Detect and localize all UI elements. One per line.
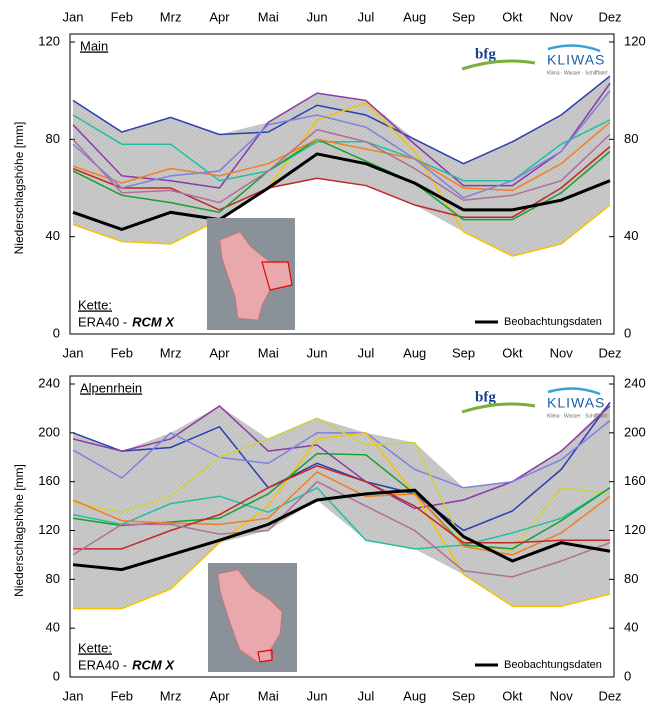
- x-tick-label: Nov: [550, 345, 574, 360]
- annotation: Kette:: [78, 640, 112, 655]
- annotation-model: RCM X: [132, 657, 175, 672]
- x-tick-label: Dez: [598, 345, 621, 360]
- x-tick-label: Jul: [358, 9, 375, 24]
- y-tick-label-right: 80: [624, 571, 638, 586]
- x-tick-label: Feb: [111, 688, 133, 703]
- x-tick-label: Jul: [358, 688, 375, 703]
- x-tick-label: Sep: [452, 9, 475, 24]
- logo-bfg: bfg: [475, 46, 496, 62]
- x-tick-label: Dez: [598, 688, 621, 703]
- y-tick-label: 120: [38, 522, 60, 537]
- x-tick-label: Apr: [209, 688, 230, 703]
- y-tick-label-right: 120: [624, 33, 646, 48]
- y-tick-label: 160: [38, 473, 60, 488]
- x-tick-label: Feb: [111, 345, 133, 360]
- annotation: ERA40 -: [78, 657, 127, 672]
- x-tick-label: Mai: [258, 688, 279, 703]
- panel: [70, 34, 614, 334]
- x-tick-label: Jun: [307, 9, 328, 24]
- x-tick-label: Mrz: [160, 9, 182, 24]
- x-tick-label: Jan: [63, 9, 84, 24]
- panel-title: Main: [80, 38, 108, 53]
- x-tick-label: Jan: [63, 688, 84, 703]
- annotation: ERA40 -: [78, 314, 127, 329]
- y-tick-label: 240: [38, 375, 60, 390]
- x-tick-label: Nov: [550, 9, 574, 24]
- legend-label: Beobachtungsdaten: [504, 659, 602, 671]
- annotation: Kette:: [78, 297, 112, 312]
- y-tick-label-right: 240: [624, 375, 646, 390]
- y-tick-label: 80: [46, 131, 60, 146]
- legend-label: Beobachtungsdaten: [504, 316, 602, 328]
- x-tick-label: Feb: [111, 9, 133, 24]
- map-inset: [207, 218, 295, 330]
- x-tick-label: Mrz: [160, 345, 182, 360]
- x-tick-label: Sep: [452, 688, 475, 703]
- x-tick-label: Apr: [209, 345, 230, 360]
- x-tick-label: Nov: [550, 688, 574, 703]
- y-axis-label: Niederschlagshöhe [mm]: [12, 464, 26, 597]
- y-tick-label-right: 160: [624, 473, 646, 488]
- x-tick-label: Mai: [258, 345, 279, 360]
- x-tick-label: Aug: [403, 9, 426, 24]
- map-inset: [208, 563, 297, 672]
- y-tick-label-right: 0: [624, 668, 631, 683]
- logo-subtitle: Klima · Wasser · Schifffahrt: [547, 70, 608, 76]
- x-tick-label: Apr: [209, 9, 230, 24]
- x-tick-label: Okt: [502, 9, 523, 24]
- y-tick-label: 0: [53, 325, 60, 340]
- y-tick-label-right: 40: [624, 228, 638, 243]
- panel-title: Alpenrhein: [80, 380, 142, 395]
- logo-bfg: bfg: [475, 389, 496, 405]
- x-tick-label: Okt: [502, 688, 523, 703]
- x-tick-label: Sep: [452, 345, 475, 360]
- y-tick-label-right: 120: [624, 522, 646, 537]
- x-tick-label: Mai: [258, 9, 279, 24]
- x-tick-label: Mrz: [160, 688, 182, 703]
- x-tick-label: Aug: [403, 345, 426, 360]
- y-tick-label: 40: [46, 620, 60, 635]
- logo-kliwas: KLIWAS: [547, 52, 605, 68]
- x-tick-label: Aug: [403, 688, 426, 703]
- annotation-model: RCM X: [132, 314, 175, 329]
- y-tick-label: 200: [38, 424, 60, 439]
- logo-kliwas: KLIWAS: [547, 395, 605, 411]
- y-tick-label: 80: [46, 571, 60, 586]
- y-axis-label: Niederschlagshöhe [mm]: [12, 122, 26, 255]
- figure: 0040408080120120JanJanFebFebMrzMrzAprApr…: [0, 0, 669, 707]
- y-tick-label-right: 40: [624, 620, 638, 635]
- y-tick-label: 40: [46, 228, 60, 243]
- x-tick-label: Jun: [307, 688, 328, 703]
- x-tick-label: Jul: [358, 345, 375, 360]
- x-tick-label: Okt: [502, 345, 523, 360]
- x-tick-label: Dez: [598, 9, 621, 24]
- x-tick-label: Jun: [307, 345, 328, 360]
- x-tick-label: Jan: [63, 345, 84, 360]
- y-tick-label: 120: [38, 33, 60, 48]
- y-tick-label-right: 0: [624, 325, 631, 340]
- y-tick-label: 0: [53, 668, 60, 683]
- y-tick-label-right: 80: [624, 131, 638, 146]
- y-tick-label-right: 200: [624, 424, 646, 439]
